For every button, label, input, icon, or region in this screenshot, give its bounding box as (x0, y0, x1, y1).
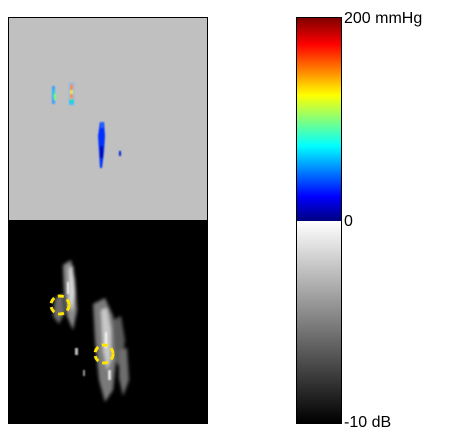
colorbar-max-label: 200 mmHg (344, 10, 423, 27)
colorbar-pressure-scale (297, 18, 341, 221)
pressure-map (9, 18, 207, 220)
colorbar-db-scale (297, 221, 341, 423)
bmode-image (9, 220, 207, 423)
image-panel (8, 17, 208, 424)
tissue-echo-speckles (67, 282, 111, 380)
pressure-map-background (9, 18, 207, 220)
pressure-blob-center (69, 83, 74, 105)
pressure-blob-lower (98, 122, 121, 168)
pressure-blob-left (52, 86, 56, 104)
marker-circle-lower (93, 343, 115, 365)
colorbar (296, 17, 342, 424)
tissue-echo-upper-left (53, 260, 77, 330)
marker-circle-upper (49, 294, 71, 316)
colorbar-zero-label: 0 (344, 213, 353, 230)
colorbar-min-label: -10 dB (344, 414, 392, 431)
